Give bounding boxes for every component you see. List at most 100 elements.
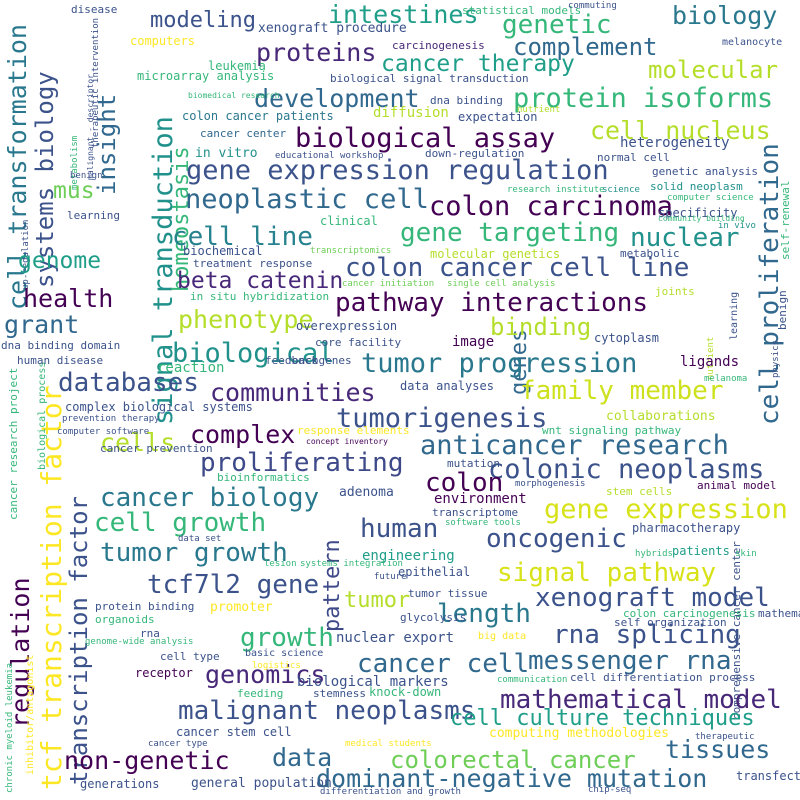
word: biology (672, 1, 778, 30)
word: computer software (57, 427, 150, 437)
word: receptor (135, 666, 193, 680)
word: mathematical model (500, 685, 782, 715)
word: xenograft model (535, 583, 770, 613)
word: length (437, 599, 531, 629)
word: malignant - descriptor (86, 74, 95, 180)
word: morphogenesis (515, 479, 586, 489)
word: statistical models (462, 4, 582, 17)
word: databases (58, 368, 199, 398)
word: nuclear (630, 223, 740, 253)
word: genetic (502, 10, 612, 40)
word: in vitro (195, 146, 258, 161)
word: growth (240, 623, 334, 653)
word: therapeutic (695, 732, 755, 742)
word: solid neoplasm (650, 180, 743, 193)
word: cell growth (94, 508, 267, 538)
word: messenger rna (528, 646, 732, 676)
word: nuclear export (336, 630, 455, 646)
word: cancer type (148, 739, 208, 749)
word: proteins (256, 38, 377, 67)
word: colon (425, 468, 504, 498)
word: medical students (345, 739, 432, 749)
word: cancer therapy (381, 51, 575, 77)
word: overexpression (296, 319, 398, 333)
word: protein binding (95, 600, 195, 613)
word: self-renewal (779, 180, 792, 260)
word: colon carcinoma (429, 191, 673, 222)
word: wnt signaling pathway (542, 424, 682, 437)
word: health (23, 284, 114, 313)
word: pharmacotherapy (632, 521, 741, 535)
word: data analyses (400, 379, 494, 393)
word: human (360, 514, 439, 544)
word: clinical (320, 214, 378, 228)
word: software tools (445, 518, 521, 528)
word: self organization (614, 616, 727, 629)
word: binding (490, 313, 592, 341)
word: feedback (265, 354, 318, 367)
word: molecular (648, 56, 779, 84)
word: tumor progression (361, 348, 638, 379)
word: phenotype (178, 305, 314, 334)
word: colon cancer patients (182, 109, 334, 123)
word: physics (771, 340, 781, 378)
word: genome (18, 248, 102, 274)
word: biological (172, 338, 335, 369)
word: biological process (37, 361, 48, 470)
word: protein isoforms (513, 83, 774, 114)
word: cancer cell (357, 649, 530, 679)
word: learning (729, 291, 740, 340)
word: science (602, 185, 640, 195)
word: beta catenin (177, 268, 344, 294)
word: environment (434, 491, 527, 507)
word: communication (497, 675, 568, 685)
word: benign (70, 171, 103, 181)
word: computing methodologies (489, 726, 670, 741)
word: genomics (205, 660, 326, 689)
word: cancer initiation (342, 279, 435, 289)
word: basic science (245, 648, 324, 659)
word: feeding (237, 687, 284, 700)
word: complex biological systems (65, 400, 253, 414)
word: pathway interactions (335, 288, 649, 318)
word: biological signal transduction (330, 72, 529, 85)
word: non-genetic (64, 746, 230, 775)
word: bioinformatics (217, 471, 310, 484)
word: signal pathway (497, 558, 717, 588)
word: melanocyte (722, 37, 783, 48)
word: neoplastic cell (185, 184, 429, 215)
word: core facility (315, 336, 402, 349)
word: dominant-negative mutation (316, 764, 708, 793)
word: adenoma (339, 485, 394, 500)
word: in situ hybridization (190, 290, 330, 303)
word: colon carcinogenesis (623, 607, 756, 620)
word: big data (478, 631, 527, 642)
word: prevention therapy (62, 414, 160, 424)
word: development (254, 84, 420, 113)
word: mus (53, 178, 95, 204)
word: modeling (150, 8, 256, 33)
word: in vivo (718, 221, 756, 231)
word: organoids (95, 613, 155, 626)
word: anticancer research (420, 430, 729, 461)
word: tumorigenesis (336, 403, 548, 434)
word: chip-seq (588, 785, 632, 795)
word: rna splicing (553, 620, 741, 650)
word: epithelial (398, 565, 471, 579)
word: cell line (172, 222, 313, 252)
word: transfection (736, 769, 800, 783)
word: lesion (264, 559, 297, 569)
word: intestines (328, 0, 479, 29)
word: cancer center (200, 127, 287, 140)
word: biochemical (183, 244, 263, 258)
word: stemness (313, 687, 366, 700)
word: skin (735, 549, 757, 559)
word: molecular genetics (430, 247, 561, 261)
word: biological markers (297, 674, 449, 690)
word: expectation (458, 110, 538, 124)
word: learning (67, 209, 120, 222)
word: specificity (658, 206, 738, 220)
word: communities (210, 378, 376, 407)
word: melanoma (704, 374, 748, 384)
word: tumor tissue (408, 587, 488, 600)
